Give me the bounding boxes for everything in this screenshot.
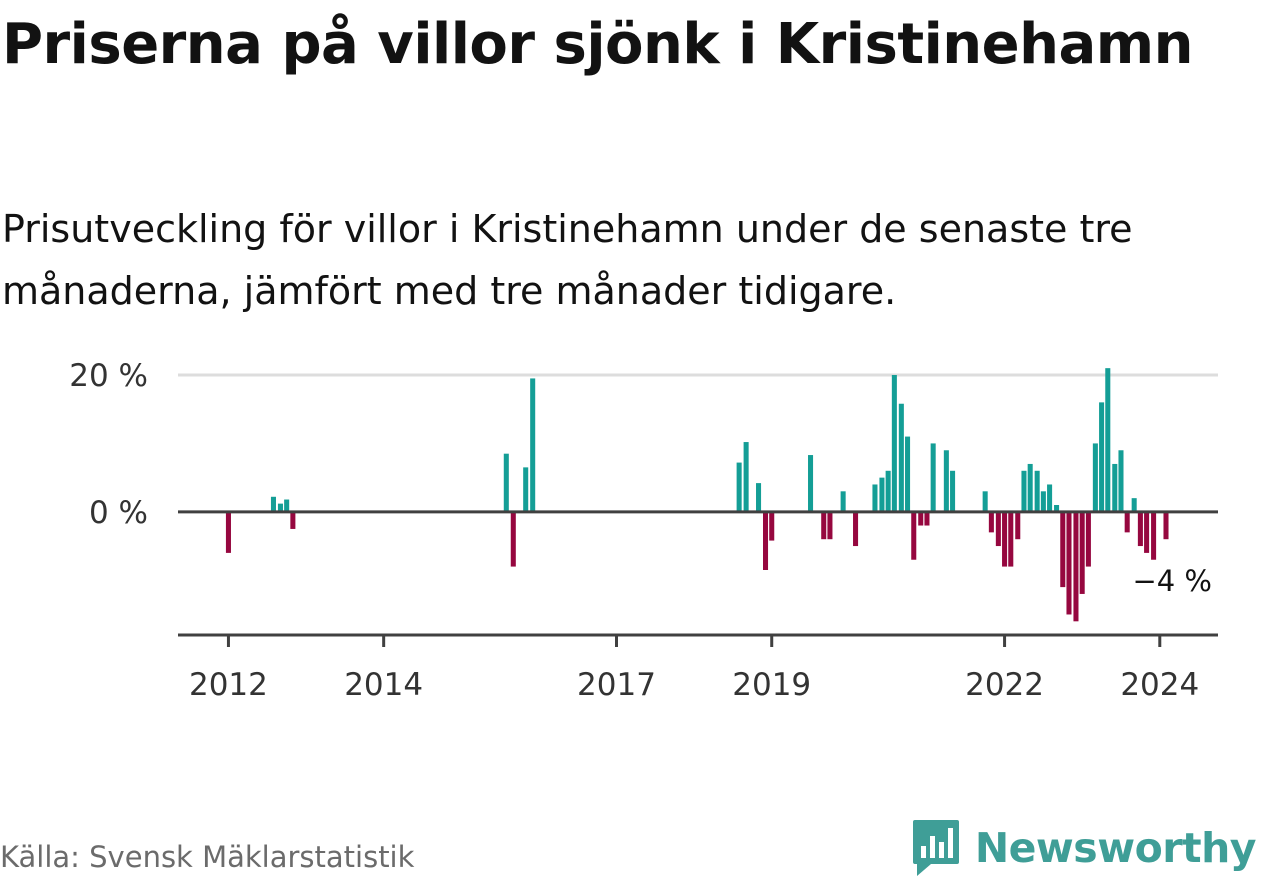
latest-value-annotation: −4 % [1132, 564, 1212, 598]
bar-negative [1151, 511, 1157, 560]
x-tick-label: 2024 [1120, 667, 1199, 703]
bar-positive [1099, 402, 1105, 512]
bars-layer [225, 368, 1169, 622]
bar-positive [1118, 450, 1124, 512]
x-tick-label: 2022 [965, 667, 1044, 703]
bar-positive [1092, 443, 1098, 512]
bar-positive [736, 462, 742, 512]
bar-negative [290, 511, 296, 529]
bar-positive [1112, 463, 1118, 512]
bar-negative [827, 511, 833, 540]
brand-name: Newsworthy [974, 824, 1257, 872]
x-tick-label: 2014 [344, 667, 423, 703]
y-tick-label: 20 % [69, 360, 148, 394]
bar-chart: 0 % 20 % 2012 2014 2017 2019 2022 2024 −4 % [69, 360, 1218, 703]
x-tick-label: 2019 [732, 667, 811, 703]
bar-positive [879, 477, 885, 512]
bar-negative [821, 511, 827, 540]
bar-positive [1054, 505, 1060, 512]
x-tick-label: 2017 [577, 667, 656, 703]
bar-positive [284, 499, 290, 512]
bar-negative [995, 511, 1001, 547]
y-tick-label: 0 % [89, 495, 148, 531]
bar-positive [840, 491, 846, 512]
bar-negative [1060, 511, 1066, 588]
bar-positive [530, 378, 536, 512]
bar-positive [872, 484, 878, 512]
bar-positive [1105, 368, 1111, 512]
bar-negative [1008, 511, 1014, 567]
bar-positive [1131, 498, 1137, 512]
bar-negative [924, 511, 930, 526]
bar-negative [1002, 511, 1008, 567]
axis-layer [178, 510, 1218, 647]
bar-positive [1021, 470, 1027, 512]
label-layer: 0 % 20 % 2012 2014 2017 2019 2022 2024 −4 % [69, 360, 1212, 703]
bar-negative [853, 511, 859, 547]
bar-negative [510, 511, 516, 567]
bar-positive [503, 453, 509, 512]
bar-positive [743, 442, 749, 512]
chart-title: Priserna på villor sjönk i Kristinehamn [2, 12, 1194, 77]
bar-negative [225, 511, 231, 553]
bar-positive [898, 403, 904, 512]
bar-positive [270, 496, 276, 512]
bar-negative [1079, 511, 1085, 594]
bar-negative [769, 511, 775, 541]
bar-negative [1144, 511, 1150, 553]
bar-positive [930, 443, 936, 512]
newsworthy-logo-icon [912, 820, 959, 876]
bar-positive [1027, 463, 1033, 512]
bar-positive [891, 375, 897, 512]
x-tick-label: 2012 [189, 667, 268, 703]
bar-positive [523, 467, 529, 512]
bar-positive [885, 470, 891, 512]
bar-positive [982, 491, 988, 512]
bar-negative [1066, 511, 1072, 615]
brand-logo[interactable]: Newsworthy [911, 818, 1257, 878]
bar-positive [943, 450, 949, 512]
bar-negative [1124, 511, 1130, 533]
bar-positive [756, 483, 762, 512]
bar-negative [918, 511, 924, 526]
bar-positive [950, 470, 956, 512]
bar-negative [1015, 511, 1021, 540]
bar-positive [1040, 491, 1046, 512]
bar-negative [1085, 511, 1091, 567]
bar-negative [1073, 511, 1079, 622]
source-note: Källa: Svensk Mäklarstatistik [0, 840, 415, 874]
chart-subtitle: Prisutveckling för villor i Kristinehamn… [2, 207, 1133, 313]
bar-positive [1034, 470, 1040, 512]
bar-negative [1137, 511, 1143, 547]
bar-positive [808, 455, 814, 512]
bar-negative [911, 511, 917, 560]
bar-positive [1047, 484, 1053, 512]
bar-negative [1163, 511, 1169, 540]
bar-negative [988, 511, 994, 533]
bar-positive [905, 436, 911, 512]
bar-positive [277, 503, 283, 512]
bar-negative [763, 511, 769, 570]
